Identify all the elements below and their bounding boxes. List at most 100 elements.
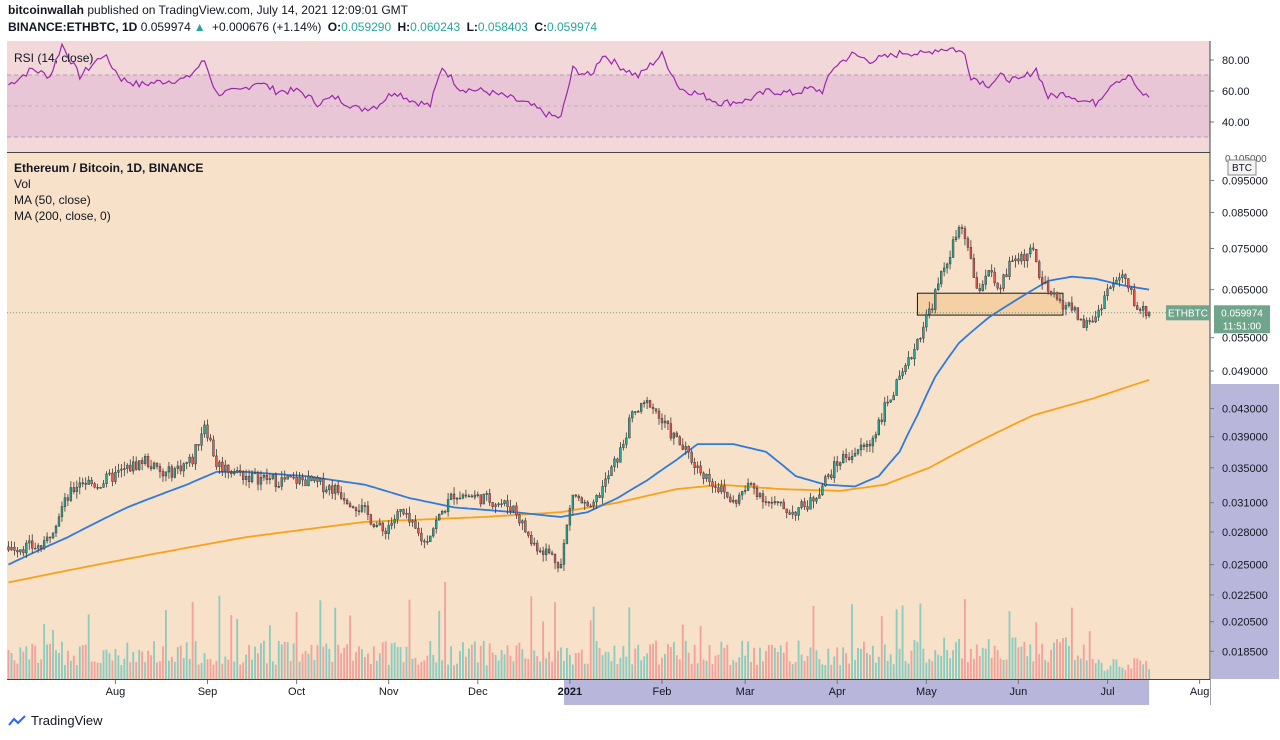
rsi-legend[interactable]: RSI (14, close) (14, 51, 93, 65)
candle (298, 477, 301, 484)
candle (1097, 309, 1100, 318)
volume-bar (877, 656, 880, 679)
candle (1049, 291, 1053, 295)
volume-bar (135, 661, 138, 679)
volume-bar (1133, 658, 1136, 679)
volume-bar (69, 660, 72, 679)
volume-bar (173, 661, 176, 679)
volume-bar (684, 640, 687, 679)
volume-bar (49, 643, 51, 679)
volume-bar (767, 644, 770, 679)
candle (1118, 277, 1121, 281)
candle (963, 228, 967, 239)
rsi-tick-80: 80.00 (1222, 55, 1250, 67)
price-pane[interactable] (7, 153, 1210, 679)
footer-brand[interactable]: TradingView (8, 713, 103, 728)
candle (164, 471, 168, 477)
candle (265, 474, 269, 480)
volume-bar (61, 641, 63, 679)
price-tick-label: 0.028000 (1222, 527, 1268, 539)
candle (678, 436, 681, 446)
volume-bar (479, 645, 482, 679)
volume-bar (1023, 641, 1026, 679)
author-name[interactable]: bitcoinwallah (8, 3, 85, 17)
volume-bar (482, 640, 485, 679)
main-legend-title[interactable]: Ethereum / Bitcoin, 1D, BINANCE (14, 161, 203, 175)
volume-bar (1088, 631, 1091, 679)
volume-bar (387, 664, 390, 679)
volume-bar (215, 660, 218, 679)
candle (233, 471, 236, 475)
rsi-tick-60: 60.00 (1222, 86, 1250, 98)
candle (221, 461, 224, 472)
candle (19, 549, 22, 553)
candle (482, 493, 485, 505)
candle (524, 520, 527, 533)
volume-bar (25, 646, 28, 679)
volume-bar (889, 654, 892, 679)
volume-bar (1079, 658, 1082, 679)
candle (479, 494, 482, 505)
candle (393, 518, 396, 524)
volume-bar (319, 600, 322, 679)
candle (452, 493, 456, 499)
volume-bar (28, 659, 31, 679)
volume-bar (245, 654, 248, 679)
vol-legend[interactable]: Vol (14, 177, 31, 191)
candle (919, 337, 922, 340)
candle (770, 501, 774, 504)
volume-bar (1115, 659, 1118, 679)
candle (289, 475, 292, 478)
candle (378, 522, 381, 526)
candle (708, 473, 711, 482)
volume-bar (560, 647, 562, 679)
volume-bar (717, 654, 720, 679)
time-tick-label: 2021 (558, 686, 582, 698)
candle (277, 486, 280, 488)
candle (22, 549, 25, 554)
candle (313, 477, 316, 482)
candle (640, 402, 643, 412)
volume-bar (352, 660, 354, 679)
candle (660, 417, 664, 424)
candle (877, 419, 880, 435)
candle (696, 465, 699, 468)
candle (408, 512, 411, 523)
volume-bar (307, 653, 310, 679)
currency-box[interactable] (1227, 159, 1257, 176)
candle (241, 471, 245, 480)
volume-bar (467, 648, 470, 679)
volume-bar (589, 620, 592, 679)
volume-bar (1085, 660, 1088, 679)
ma50-legend[interactable]: MA (50, close) (14, 193, 91, 207)
candle (262, 474, 266, 478)
candle (1079, 318, 1082, 321)
volume-bar (996, 649, 999, 679)
ma200-legend[interactable]: MA (200, close, 0) (14, 209, 111, 223)
volume-bar (625, 656, 628, 679)
candle (188, 456, 191, 463)
candle (844, 454, 848, 458)
volume-bar (96, 662, 99, 679)
candle (360, 505, 364, 512)
candle (259, 477, 263, 485)
volume-bar (337, 644, 340, 679)
candle (853, 453, 857, 457)
volume-bar (978, 656, 981, 679)
volume-bar (153, 641, 155, 679)
candle (1046, 282, 1050, 292)
candle (821, 485, 824, 496)
volume-bar (664, 653, 666, 679)
consolidation-zone[interactable] (916, 292, 1064, 316)
candle (1103, 295, 1106, 309)
volume-bar (7, 650, 10, 679)
candle (984, 275, 987, 285)
candle (574, 494, 577, 497)
symbol-name[interactable]: BINANCE:ETHBTC, 1D (8, 20, 138, 34)
candle (1067, 302, 1071, 306)
candle (200, 433, 203, 446)
volume-bar (649, 644, 652, 679)
volume-bar (874, 662, 877, 679)
candle (149, 466, 153, 469)
